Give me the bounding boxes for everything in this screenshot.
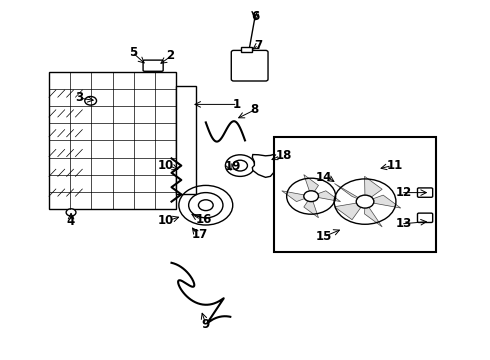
Bar [274,137,436,252]
Bar [49,72,176,209]
Polygon shape [252,154,289,177]
Text: 7: 7 [254,39,262,51]
Bar [176,86,196,194]
FancyBboxPatch shape [417,213,433,222]
Text: 5: 5 [129,46,137,59]
Circle shape [304,191,318,202]
Circle shape [66,209,76,216]
Text: 10: 10 [158,159,174,172]
Polygon shape [365,195,401,208]
Text: 19: 19 [224,160,241,173]
Polygon shape [282,191,311,202]
Text: 9: 9 [202,318,210,330]
FancyBboxPatch shape [417,188,433,197]
Polygon shape [335,202,365,220]
Polygon shape [335,184,365,202]
Text: 10: 10 [158,214,174,227]
Polygon shape [304,196,318,218]
FancyBboxPatch shape [231,50,268,81]
Circle shape [85,96,97,105]
Text: 8: 8 [250,103,258,116]
Text: 16: 16 [196,213,212,226]
Polygon shape [365,176,382,202]
Text: 15: 15 [315,230,332,243]
Circle shape [356,195,374,208]
Bar [241,47,252,52]
Text: 13: 13 [396,217,412,230]
Text: 3: 3 [75,91,83,104]
Text: 6: 6 [252,10,260,23]
Polygon shape [311,191,341,202]
FancyBboxPatch shape [143,60,163,71]
Text: 12: 12 [396,186,412,199]
Text: 1: 1 [233,98,241,111]
Polygon shape [365,202,382,227]
Text: 17: 17 [192,228,208,240]
Polygon shape [304,175,318,196]
Text: 11: 11 [387,159,403,172]
Text: 18: 18 [275,149,292,162]
Text: 2: 2 [167,49,175,62]
Text: 4: 4 [67,215,75,228]
Text: 14: 14 [316,171,332,184]
